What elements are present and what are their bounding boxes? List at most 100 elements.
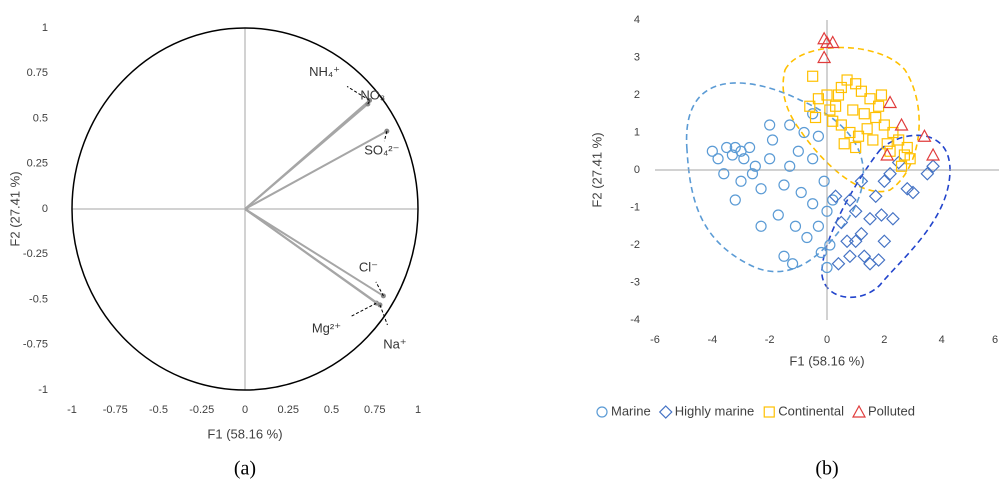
data-point [872,100,885,112]
x-tick-label: -0.25 [189,404,214,416]
vector-label: SO₄²⁻ [364,143,399,158]
y-tick-label: 4 [634,14,640,26]
data-point [926,159,940,174]
data-point [821,89,833,101]
data-point [840,234,854,249]
x-tick-label: -6 [650,334,660,346]
x-tick-label: 0.75 [364,404,385,416]
y-tick-label: -1 [630,201,640,213]
y-axis-title: F2 (27.41 %) [589,132,604,207]
data-point [828,189,843,204]
y-tick-label: -3 [630,276,640,288]
loading-vector [244,130,388,210]
y-tick-label: 0 [42,203,48,215]
data-point [835,81,847,94]
data-point [854,174,869,189]
data-point [807,198,819,210]
x-tick-label: 0 [242,404,248,416]
x-tick-label: 1 [415,404,421,416]
data-point [764,119,776,131]
data-point [844,126,856,139]
data-point [855,85,868,97]
data-point [735,175,747,187]
data-point [792,145,804,157]
data-point [884,145,896,157]
data-point [824,104,836,116]
legend-marker [852,404,867,418]
legend-label: Marine [611,403,651,418]
label-leader [367,99,371,105]
x-tick-label: 6 [992,334,998,346]
y-tick-label: -0.5 [29,293,48,305]
data-point [778,250,790,262]
data-point [848,234,863,249]
data-point [718,168,730,180]
y-tick-label: -0.25 [23,248,48,260]
data-point [815,246,827,259]
data-point [886,211,900,226]
y-tick-label: 2 [634,89,640,101]
data-point [858,108,870,120]
loading-vector [244,208,381,306]
legend-marker [596,406,608,418]
data-point [784,160,796,172]
data-point [746,168,759,180]
legend-label: Polluted [868,403,915,418]
loading-vector [244,208,384,297]
legend-marker [658,405,673,419]
data-point [867,134,879,146]
data-point [883,95,898,109]
data-point [772,209,784,221]
vector-label: Cl⁻ [359,259,378,274]
x-tick-label: -0.75 [103,404,128,416]
y-axis-title: F2 (27.41 %) [7,171,22,246]
data-point [878,119,890,131]
data-point [804,100,816,112]
data-point [807,70,819,82]
label-leader [346,85,370,101]
data-point [729,141,741,154]
data-point [817,31,832,45]
x-tick-label: -2 [765,334,775,346]
data-point [749,160,761,172]
data-point [784,119,796,131]
y-tick-label: 0.25 [27,158,48,170]
data-point [852,130,865,142]
data-point [874,208,889,222]
data-point [898,149,911,161]
data-point [861,123,873,135]
data-point [870,111,882,124]
data-point [738,153,750,165]
x-tick-label: -4 [707,334,717,346]
data-point [883,166,897,181]
data-point [877,234,892,249]
label-leader [383,131,388,142]
data-point [812,93,825,105]
data-point [906,185,920,200]
data-point [824,239,836,251]
data-point [807,108,819,120]
data-point [795,186,807,199]
data-point [818,175,830,187]
data-point [863,256,877,271]
data-point [863,211,877,226]
data-point [834,215,849,230]
vector-label: Mg²⁺ [312,321,341,336]
data-point [755,220,767,232]
data-point [832,89,845,101]
legend-label: Highly marine [675,403,754,418]
data-point [786,258,799,270]
data-point [900,181,915,196]
label-leader [351,302,377,317]
y-tick-label: -4 [630,314,640,326]
unit-circle [71,27,419,391]
data-point [817,50,832,64]
data-point [821,205,833,217]
data-point [706,145,718,157]
data-point [766,134,779,146]
data-point [825,35,840,49]
y-tick-label: -1 [38,384,48,396]
y-tick-label: 1 [42,22,48,34]
data-point [868,189,883,204]
loading-vector [244,103,369,210]
